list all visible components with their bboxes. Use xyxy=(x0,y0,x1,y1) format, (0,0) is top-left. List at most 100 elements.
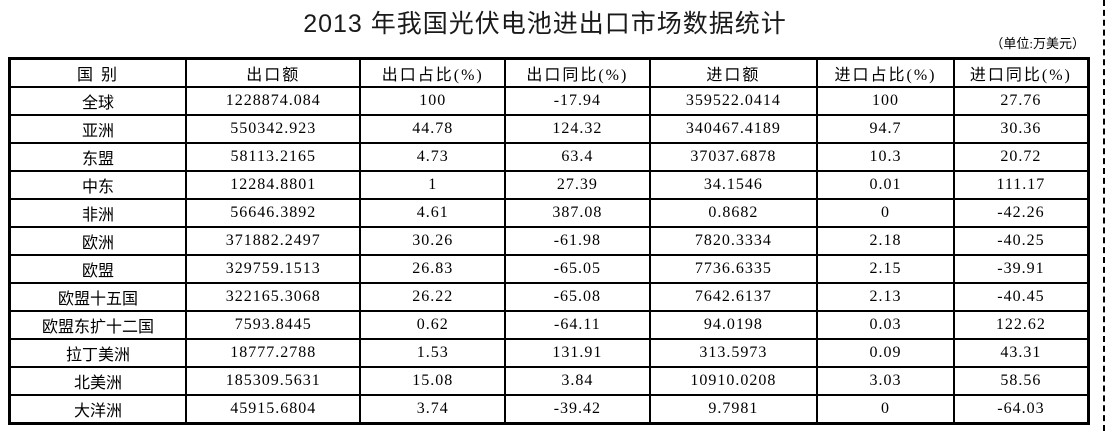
table-cell: 131.91 xyxy=(504,338,651,368)
table-cell: 100 xyxy=(816,86,955,116)
table-row: 全球 1228874.084 100 -17.94 359522.0414 10… xyxy=(8,86,1090,116)
table-cell: 111.17 xyxy=(952,170,1090,200)
table-cell: 329759.1513 xyxy=(185,254,362,284)
table-cell: 387.08 xyxy=(504,198,651,228)
table-row: 北美洲 185309.5631 15.08 3.84 10910.0208 3.… xyxy=(8,366,1090,396)
table-row: 拉丁美洲 18777.2788 1.53 131.91 313.5973 0.0… xyxy=(8,338,1090,368)
table-cell: 43.31 xyxy=(952,338,1090,368)
table-cell: 3.03 xyxy=(816,366,955,396)
table-cell: 185309.5631 xyxy=(185,366,362,396)
header-cell-export-yoy: 出口同比(%) xyxy=(504,57,651,88)
table-cell: 0.03 xyxy=(816,310,955,340)
table-cell: 10.3 xyxy=(816,142,955,172)
page-break-dashed-line xyxy=(1103,0,1105,431)
table-cell: -40.25 xyxy=(952,226,1090,256)
unit-label: （单位:万美元） xyxy=(990,36,1085,51)
table-cell: 3.74 xyxy=(359,394,507,425)
table-cell: 550342.923 xyxy=(185,114,362,144)
table-cell: 0.01 xyxy=(816,170,955,200)
table-cell: 1 xyxy=(359,170,507,200)
table-row: 欧盟东扩十二国 7593.8445 0.62 -64.11 94.0198 0.… xyxy=(8,310,1090,340)
data-table: 国 别 出口额 出口占比(%) 出口同比(%) 进口额 进口占比(%) 进口同比… xyxy=(8,57,1090,425)
table-cell: 58.56 xyxy=(952,366,1090,396)
row-label: 中东 xyxy=(8,170,188,200)
table-cell: 1228874.084 xyxy=(185,86,362,116)
table-cell: 27.39 xyxy=(504,170,651,200)
table-cell: 4.73 xyxy=(359,142,507,172)
table-cell: 0 xyxy=(816,394,955,425)
table-cell: 124.32 xyxy=(504,114,651,144)
table-row: 非洲 56646.3892 4.61 387.08 0.8682 0 -42.2… xyxy=(8,198,1090,228)
header-cell-import-share: 进口占比(%) xyxy=(816,57,955,88)
table-cell: 122.62 xyxy=(952,310,1090,340)
table-cell: 30.36 xyxy=(952,114,1090,144)
table-cell: -64.11 xyxy=(504,310,651,340)
table-cell: 2.18 xyxy=(816,226,955,256)
table-cell: 26.22 xyxy=(359,282,507,312)
header-cell-import-yoy: 进口同比(%) xyxy=(952,57,1090,88)
row-label: 欧洲 xyxy=(8,226,188,256)
table-cell: 9.7981 xyxy=(648,394,819,425)
header-cell-export-share: 出口占比(%) xyxy=(359,57,507,88)
table-cell: 37037.6878 xyxy=(648,142,819,172)
header-cell-country: 国 别 xyxy=(8,57,188,88)
header-cell-import-amount: 进口额 xyxy=(648,57,819,88)
table-cell: 7593.8445 xyxy=(185,310,362,340)
table-cell: -40.45 xyxy=(952,282,1090,312)
table-cell: -65.05 xyxy=(504,254,651,284)
table-cell: 10910.0208 xyxy=(648,366,819,396)
table-cell: 0 xyxy=(816,198,955,228)
row-label: 拉丁美洲 xyxy=(8,338,188,368)
table-cell: -39.91 xyxy=(952,254,1090,284)
table-cell: 7736.6335 xyxy=(648,254,819,284)
table-cell: 4.61 xyxy=(359,198,507,228)
table-cell: 359522.0414 xyxy=(648,86,819,116)
row-label: 非洲 xyxy=(8,198,188,228)
header-cell-export-amount: 出口额 xyxy=(185,57,362,88)
table-cell: -42.26 xyxy=(952,198,1090,228)
table-cell: 313.5973 xyxy=(648,338,819,368)
table-cell: 2.15 xyxy=(816,254,955,284)
table-cell: 26.83 xyxy=(359,254,507,284)
row-label: 欧盟东扩十二国 xyxy=(8,310,188,340)
table-cell: 7820.3334 xyxy=(648,226,819,256)
table-cell: 20.72 xyxy=(952,142,1090,172)
table-cell: 94.7 xyxy=(816,114,955,144)
header-row: 国 别 出口额 出口占比(%) 出口同比(%) 进口额 进口占比(%) 进口同比… xyxy=(8,57,1090,88)
table-row: 中东 12284.8801 1 27.39 34.1546 0.01 111.1… xyxy=(8,170,1090,200)
table-row: 亚洲 550342.923 44.78 124.32 340467.4189 9… xyxy=(8,114,1090,144)
table-cell: 94.0198 xyxy=(648,310,819,340)
table-row: 东盟 58113.2165 4.73 63.4 37037.6878 10.3 … xyxy=(8,142,1090,172)
table-cell: 12284.8801 xyxy=(185,170,362,200)
table-cell: 3.84 xyxy=(504,366,651,396)
table-cell: 63.4 xyxy=(504,142,651,172)
table-row: 大洋洲 45915.6804 3.74 -39.42 9.7981 0 -64.… xyxy=(8,394,1090,425)
table-cell: 18777.2788 xyxy=(185,338,362,368)
table-row: 欧盟 329759.1513 26.83 -65.05 7736.6335 2.… xyxy=(8,254,1090,284)
table-cell: 0.8682 xyxy=(648,198,819,228)
page-title: 2013 年我国光伏电池进出口市场数据统计 xyxy=(303,10,787,38)
table-cell: -65.08 xyxy=(504,282,651,312)
table-cell: 56646.3892 xyxy=(185,198,362,228)
row-label: 北美洲 xyxy=(8,366,188,396)
row-label: 欧盟十五国 xyxy=(8,282,188,312)
table-cell: 2.13 xyxy=(816,282,955,312)
row-label: 亚洲 xyxy=(8,114,188,144)
table-cell: 44.78 xyxy=(359,114,507,144)
table-cell: 100 xyxy=(359,86,507,116)
table-cell: 371882.2497 xyxy=(185,226,362,256)
table-cell: -39.42 xyxy=(504,394,651,425)
table-cell: 30.26 xyxy=(359,226,507,256)
row-label: 全球 xyxy=(8,86,188,116)
table-row: 欧盟十五国 322165.3068 26.22 -65.08 7642.6137… xyxy=(8,282,1090,312)
table-cell: 322165.3068 xyxy=(185,282,362,312)
table-cell: 15.08 xyxy=(359,366,507,396)
table-cell: -17.94 xyxy=(504,86,651,116)
row-label: 欧盟 xyxy=(8,254,188,284)
table-row: 欧洲 371882.2497 30.26 -61.98 7820.3334 2.… xyxy=(8,226,1090,256)
table-cell: 58113.2165 xyxy=(185,142,362,172)
table-cell: 0.62 xyxy=(359,310,507,340)
table-cell: 340467.4189 xyxy=(648,114,819,144)
row-label: 东盟 xyxy=(8,142,188,172)
